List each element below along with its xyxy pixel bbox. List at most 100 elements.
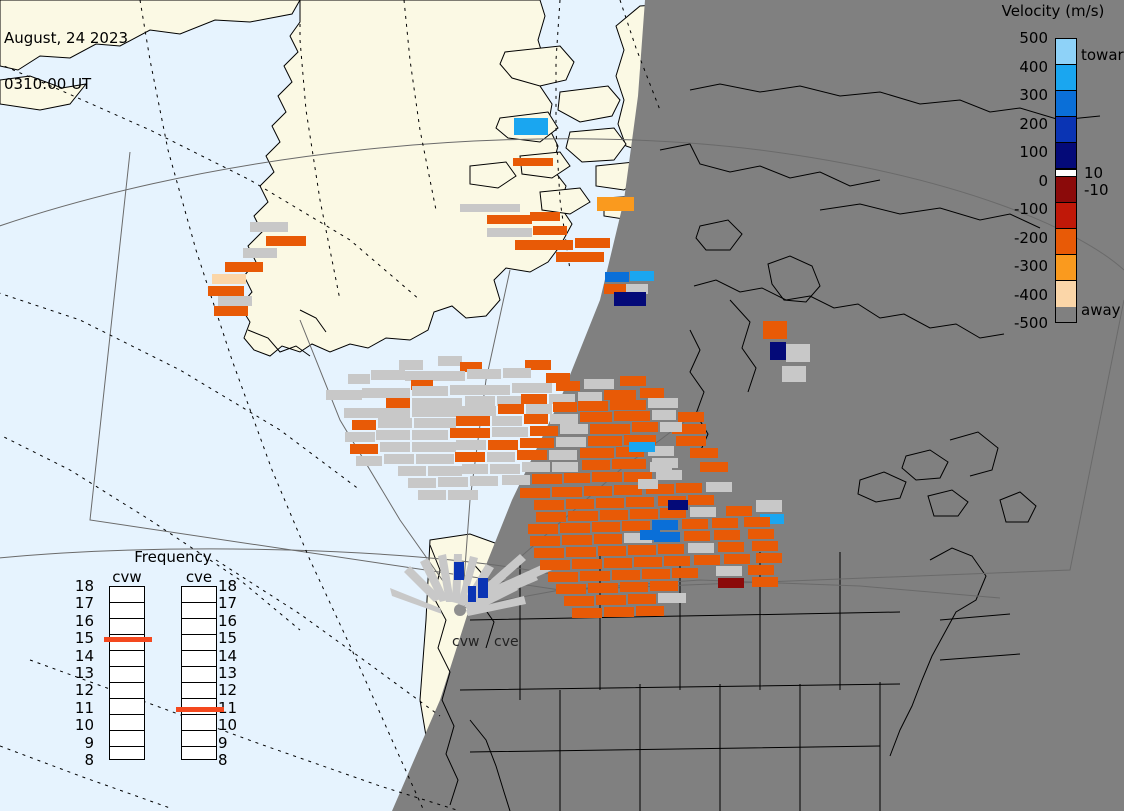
velocity-cell: [700, 462, 728, 472]
velocity-cell: [706, 482, 732, 492]
velocity-cell: [380, 408, 410, 418]
velocity-inner-low-label: -10: [1084, 181, 1109, 199]
velocity-cell: [487, 228, 532, 237]
velocity-cell: [533, 226, 567, 235]
frequency-scale-cell: [110, 587, 144, 603]
colorbar-segment: [1056, 65, 1076, 91]
velocity-cell: [243, 248, 277, 258]
velocity-cell: [596, 498, 624, 508]
velocity-cell: [530, 536, 560, 546]
velocity-cell: [650, 581, 678, 591]
velocity-cell: [399, 360, 423, 370]
frequency-column-label: cve: [185, 568, 213, 586]
velocity-cell: [690, 507, 716, 517]
velocity-cell: [694, 555, 720, 565]
velocity-tick-label: 200: [1019, 114, 1048, 133]
velocity-cell: [744, 517, 770, 527]
velocity-cell: [553, 402, 577, 412]
velocity-cell: [572, 608, 602, 618]
velocity-cell: [622, 521, 650, 531]
frequency-scale-box[interactable]: [176, 586, 224, 760]
velocity-cell: [412, 407, 460, 417]
frequency-scale-box[interactable]: [104, 586, 152, 760]
velocity-cell: [614, 292, 646, 306]
velocity-cell: [534, 548, 564, 558]
velocity-cell: [752, 541, 778, 551]
velocity-cell: [488, 440, 518, 450]
velocity-cell: [760, 514, 784, 524]
velocity-cell: [460, 406, 496, 416]
velocity-cell: [575, 238, 610, 248]
velocity-cell: [450, 385, 510, 395]
velocity-cell: [218, 296, 252, 306]
velocity-cell: [512, 383, 552, 393]
velocity-tick-label: 300: [1019, 86, 1048, 104]
velocity-cell: [348, 374, 370, 384]
velocity-cell: [352, 420, 376, 430]
colorbar-segment: [1056, 39, 1076, 65]
velocity-cell: [465, 396, 495, 406]
velocity-cell: [620, 582, 648, 592]
velocity-cell: [716, 566, 742, 576]
timestamp-header: August, 24 2023 0310:00 UT: [4, 1, 128, 123]
radar-site-marker[interactable]: [454, 604, 466, 616]
velocity-cell: [549, 394, 575, 404]
frequency-scale-cell: [110, 635, 144, 651]
frequency-scale-label: 9: [218, 733, 228, 752]
velocity-cell: [584, 379, 614, 389]
frequency-scale-cell: [110, 651, 144, 667]
velocity-cell: [724, 554, 750, 564]
colorbar-segment: [1056, 177, 1076, 203]
velocity-cell: [428, 466, 462, 476]
velocity-cell: [628, 594, 656, 604]
velocity-cell: [467, 369, 501, 379]
velocity-cell: [634, 557, 662, 567]
frequency-scale-label: 14: [218, 646, 238, 665]
velocity-cell: [668, 500, 688, 510]
velocity-cell: [525, 360, 551, 370]
velocity-tick-label: 500: [1019, 29, 1048, 47]
frequency-scale-label: 8: [84, 751, 94, 769]
velocity-cell: [614, 485, 642, 495]
radar-site-label: cve: [494, 634, 519, 650]
velocity-cell: [636, 606, 664, 616]
velocity-cell: [412, 398, 462, 408]
frequency-scale-cell: [110, 699, 144, 715]
velocity-cell: [664, 556, 690, 566]
colorbar-segment: [1056, 91, 1076, 117]
velocity-cell: [624, 533, 652, 543]
frequency-scale-label: 17: [74, 594, 94, 613]
velocity-cell: [676, 436, 706, 446]
velocity-cell: [598, 546, 626, 556]
velocity-cell: [642, 569, 670, 579]
frequency-scale-cell: [110, 603, 144, 619]
velocity-cell: [532, 474, 562, 484]
velocity-cell: [562, 535, 592, 545]
velocity-cell: [548, 572, 578, 582]
velocity-cell: [652, 410, 676, 420]
velocity-cell: [566, 547, 596, 557]
velocity-cell: [520, 438, 554, 448]
velocity-cell: [460, 204, 520, 212]
frequency-scale-label: 18: [74, 577, 94, 595]
velocity-cell: [612, 459, 646, 469]
header-date: August, 24 2023: [4, 29, 129, 47]
velocity-tick-label: 100: [1019, 143, 1048, 161]
velocity-cell: [572, 559, 602, 569]
velocity-cell: [648, 446, 674, 456]
near-range-cell: [454, 562, 464, 580]
velocity-cell: [638, 479, 658, 489]
velocity-cell: [566, 499, 594, 509]
velocity-cell: [498, 404, 524, 414]
velocity-cell: [616, 447, 644, 457]
radar-site-label: cvw: [452, 634, 480, 650]
velocity-cell: [560, 523, 590, 533]
frequency-scale-label: 13: [218, 664, 238, 682]
velocity-cell: [376, 430, 410, 440]
velocity-colorbar[interactable]: [1055, 38, 1077, 323]
velocity-cell: [604, 558, 632, 568]
velocity-cell: [405, 371, 465, 381]
velocity-cell: [540, 560, 570, 570]
velocity-cell: [526, 404, 552, 414]
